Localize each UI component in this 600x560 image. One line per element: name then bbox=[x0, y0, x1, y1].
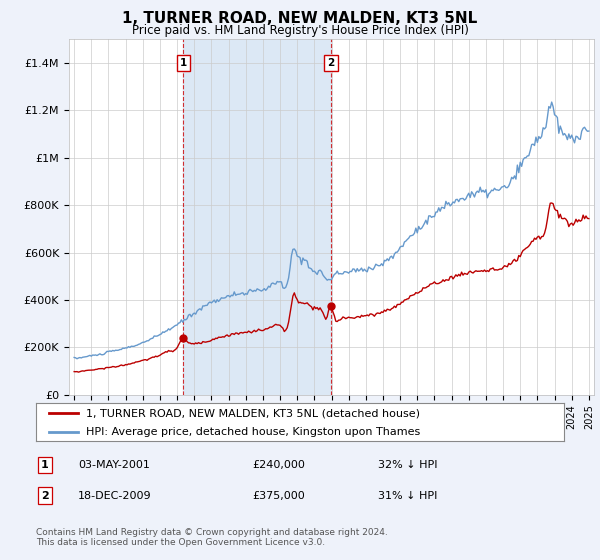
Text: 1, TURNER ROAD, NEW MALDEN, KT3 5NL: 1, TURNER ROAD, NEW MALDEN, KT3 5NL bbox=[122, 11, 478, 26]
Text: 18-DEC-2009: 18-DEC-2009 bbox=[78, 491, 152, 501]
Text: 03-MAY-2001: 03-MAY-2001 bbox=[78, 460, 150, 470]
Text: 31% ↓ HPI: 31% ↓ HPI bbox=[378, 491, 437, 501]
Text: Contains HM Land Registry data © Crown copyright and database right 2024.
This d: Contains HM Land Registry data © Crown c… bbox=[36, 528, 388, 547]
Text: 32% ↓ HPI: 32% ↓ HPI bbox=[378, 460, 437, 470]
Text: 1: 1 bbox=[180, 58, 187, 68]
Bar bbox=[184, 39, 331, 395]
Text: £240,000: £240,000 bbox=[252, 460, 305, 470]
Text: HPI: Average price, detached house, Kingston upon Thames: HPI: Average price, detached house, King… bbox=[86, 427, 421, 437]
Text: 2: 2 bbox=[327, 58, 334, 68]
Text: 1, TURNER ROAD, NEW MALDEN, KT3 5NL (detached house): 1, TURNER ROAD, NEW MALDEN, KT3 5NL (det… bbox=[86, 408, 420, 418]
Text: 1: 1 bbox=[41, 460, 49, 470]
Text: Price paid vs. HM Land Registry's House Price Index (HPI): Price paid vs. HM Land Registry's House … bbox=[131, 24, 469, 36]
Text: 2: 2 bbox=[41, 491, 49, 501]
Text: £375,000: £375,000 bbox=[252, 491, 305, 501]
